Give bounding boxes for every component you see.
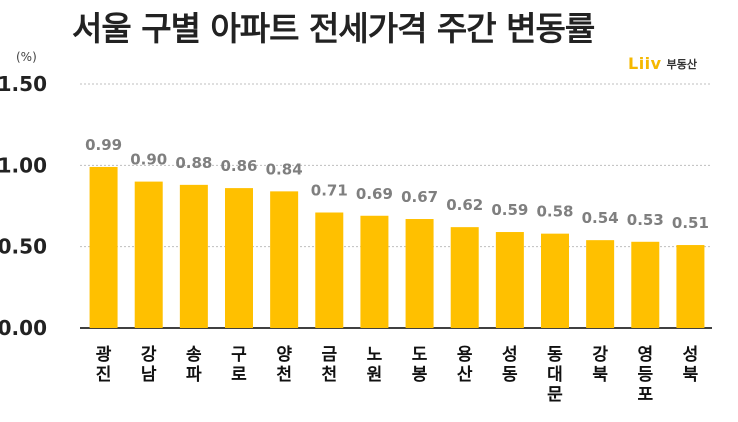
data-label: 0.51 — [672, 214, 709, 232]
bar — [89, 166, 118, 328]
y-axis-unit: (%) — [16, 50, 37, 64]
y-tick-label: 0.00 — [0, 316, 47, 340]
bar — [541, 233, 569, 328]
data-label: 0.59 — [491, 201, 528, 219]
data-label: 0.53 — [627, 211, 664, 229]
data-label: 0.99 — [85, 136, 122, 154]
bar — [270, 191, 299, 328]
bar — [315, 212, 344, 328]
data-label: 0.86 — [220, 157, 257, 175]
bar — [225, 188, 253, 328]
data-label: 0.71 — [311, 182, 348, 200]
data-label: 0.69 — [356, 185, 393, 203]
bar — [179, 184, 208, 328]
data-label: 0.88 — [175, 154, 212, 172]
bar — [450, 227, 479, 328]
bar — [586, 240, 615, 328]
data-label: 0.90 — [130, 151, 167, 169]
data-label: 0.62 — [446, 196, 483, 214]
bar — [134, 181, 163, 328]
liiv-logo-mark: Liiv — [628, 54, 662, 73]
y-tick-label: 1.00 — [0, 153, 47, 177]
data-label: 0.54 — [582, 209, 619, 227]
bar — [360, 215, 389, 328]
bar — [405, 219, 434, 328]
kb-liiv-logo: Liiv 부동산 — [628, 54, 697, 73]
data-label: 0.58 — [536, 203, 573, 221]
y-tick-label: 0.50 — [0, 235, 47, 259]
chart-title: 서울 구별 아파트 전세가격 주간 변동률 — [72, 9, 595, 48]
y-tick-label: 1.50 — [0, 72, 47, 96]
bar — [676, 245, 705, 328]
data-label: 0.84 — [266, 160, 303, 178]
bar — [631, 241, 660, 328]
liiv-logo-text: 부동산 — [666, 57, 697, 71]
bar — [495, 232, 524, 328]
data-label: 0.67 — [401, 188, 438, 206]
